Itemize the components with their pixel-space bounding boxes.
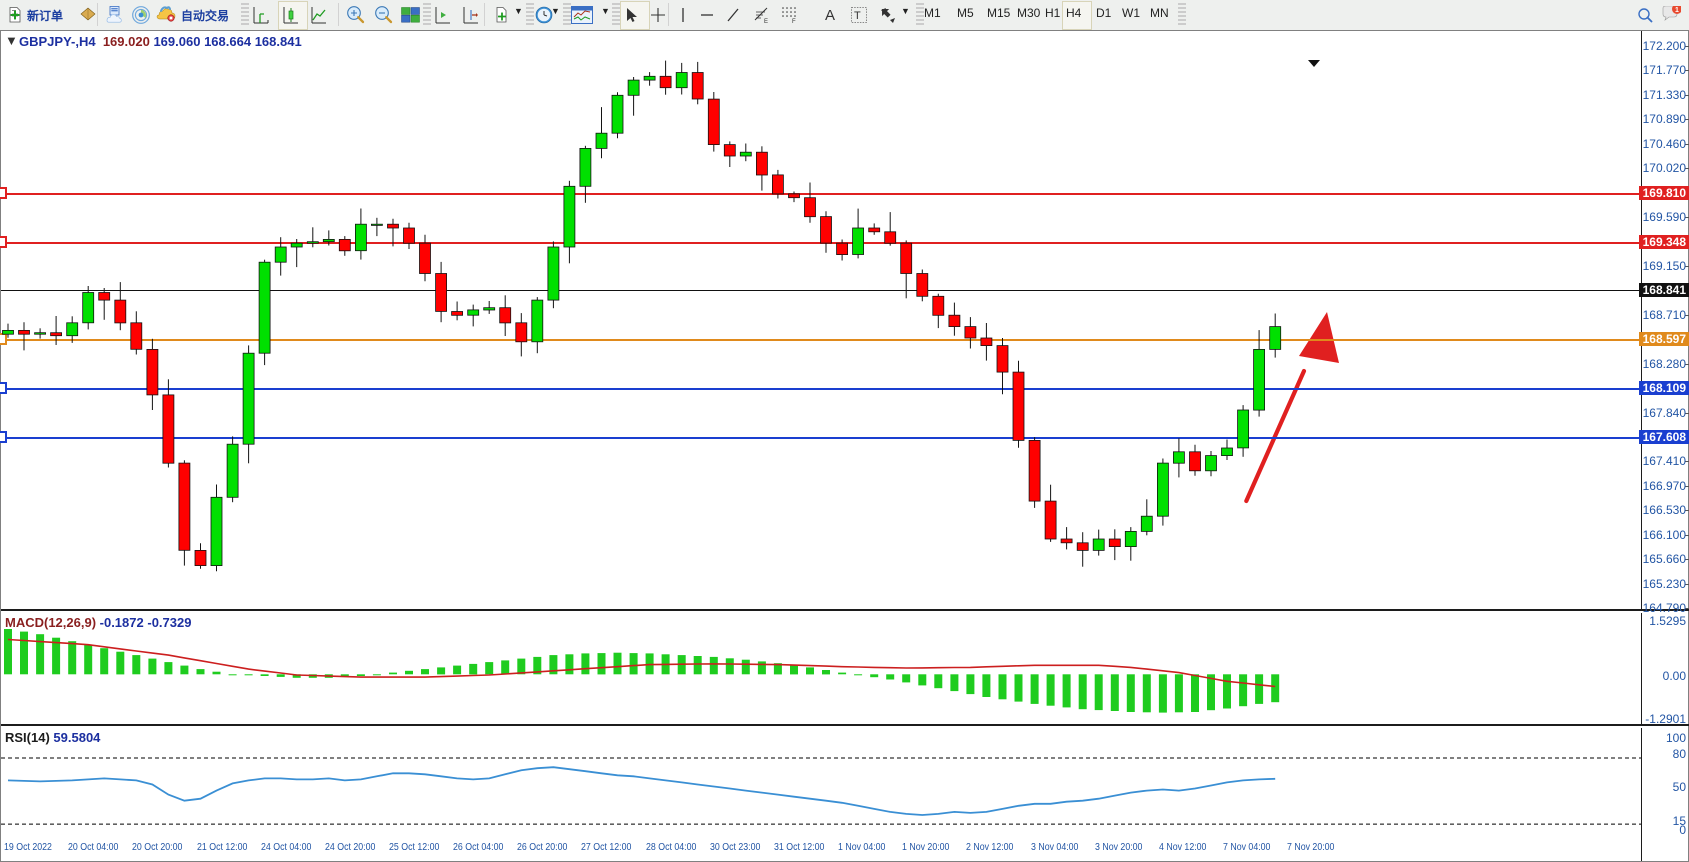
svg-text:1: 1 — [1675, 7, 1679, 14]
svg-text:T: T — [854, 10, 861, 22]
svg-text:E: E — [764, 19, 768, 24]
svg-text:F: F — [792, 19, 796, 24]
